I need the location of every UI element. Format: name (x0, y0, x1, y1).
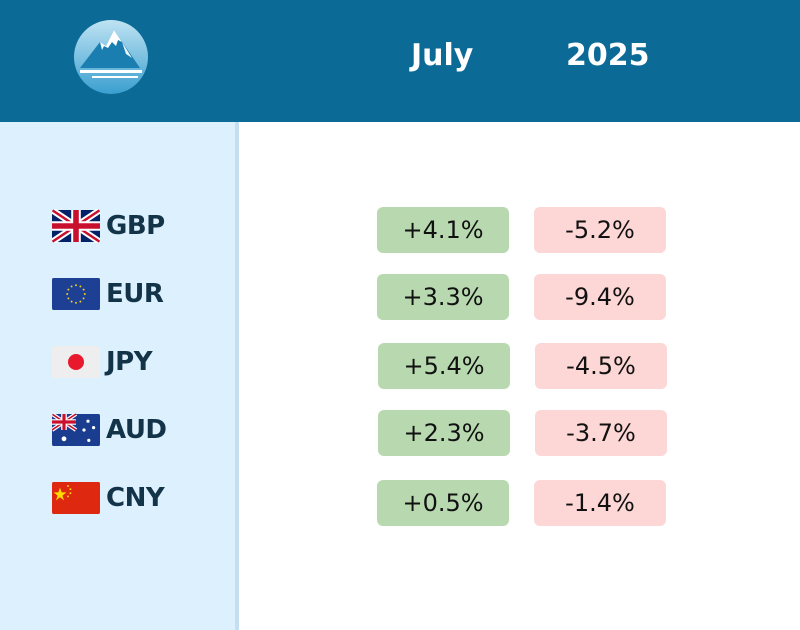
currency-code: AUD (106, 415, 167, 445)
currency-row-aud: AUD (52, 412, 167, 448)
loss-badge-gbp: -5.2% (534, 207, 666, 253)
currency-code: CNY (106, 483, 165, 513)
gain-badge-aud: +2.3% (378, 410, 510, 456)
currency-row-jpy: JPY (52, 344, 153, 380)
gain-badge-eur: +3.3% (377, 274, 509, 320)
loss-badge-aud: -3.7% (535, 410, 667, 456)
mountain-logo-icon (74, 20, 148, 94)
loss-badge-jpy: -4.5% (535, 343, 667, 389)
sidebar-divider (235, 122, 239, 630)
australia-flag-icon (52, 413, 100, 446)
header: July 2025 (0, 0, 800, 122)
china-flag-icon (52, 482, 100, 514)
gain-badge-cny: +0.5% (377, 480, 509, 526)
currency-row-cny: CNY (52, 480, 165, 516)
japan-flag-icon (52, 346, 100, 378)
currency-code: JPY (106, 347, 153, 377)
eu-flag-icon (52, 278, 100, 310)
loss-badge-eur: -9.4% (534, 274, 666, 320)
gain-badge-gbp: +4.1% (377, 207, 509, 253)
currency-row-eur: EUR (52, 276, 164, 312)
year-label: 2025 (566, 38, 650, 73)
currency-code: GBP (106, 211, 165, 241)
uk-flag-icon (52, 209, 100, 243)
loss-badge-cny: -1.4% (534, 480, 666, 526)
currency-row-gbp: GBP (52, 208, 165, 244)
gain-badge-jpy: +5.4% (378, 343, 510, 389)
month-label: July (411, 38, 474, 73)
sidebar (0, 122, 235, 630)
currency-code: EUR (106, 279, 164, 309)
